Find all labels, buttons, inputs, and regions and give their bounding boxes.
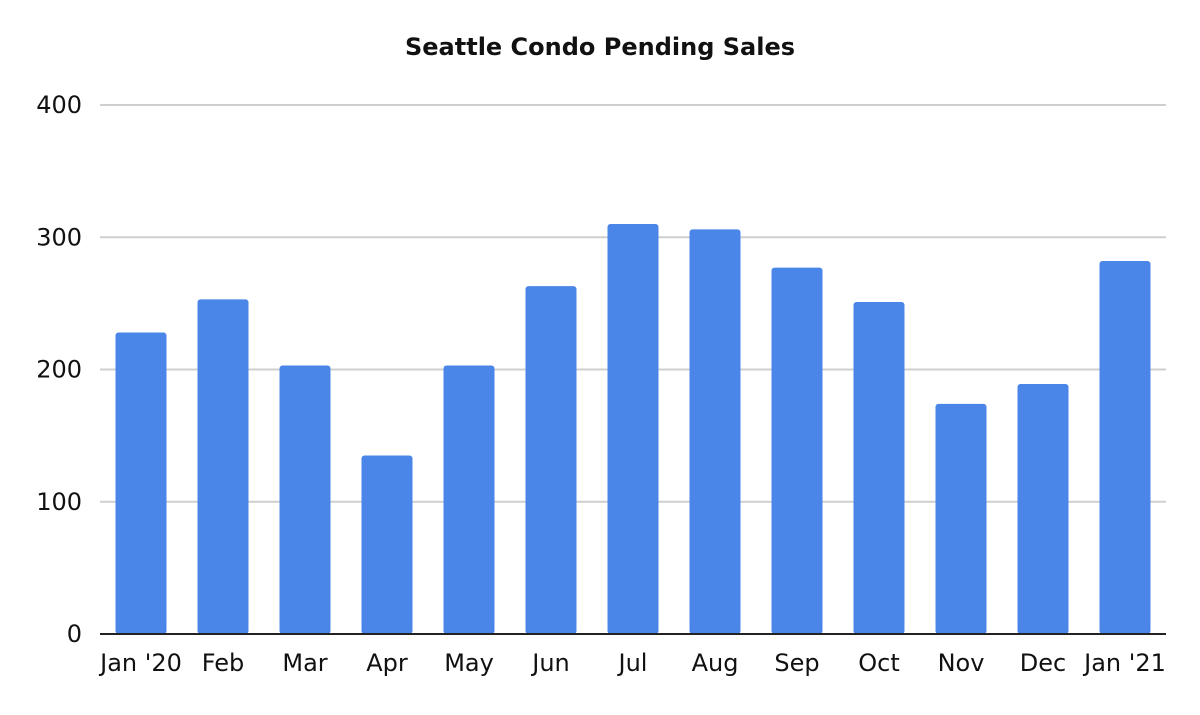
bar <box>443 365 495 634</box>
y-tick-label: 0 <box>67 620 82 648</box>
x-tick-label: Jul <box>617 649 648 677</box>
bars <box>115 224 1151 634</box>
bar <box>935 403 987 634</box>
chart-title: Seattle Condo Pending Sales <box>404 33 796 61</box>
x-axis-ticks: Jan '20 Feb Mar Apr May Jun Jul Aug Sep Oct Nov Dec… <box>98 649 1166 677</box>
bar <box>279 365 331 634</box>
x-tick-label: Nov <box>938 649 985 677</box>
y-tick-label: 100 <box>36 488 82 516</box>
bar <box>525 286 577 634</box>
x-tick-label: Feb <box>202 649 245 677</box>
x-tick-label: May <box>444 649 494 677</box>
x-tick-label: Sep <box>774 649 819 677</box>
bar <box>771 267 823 634</box>
x-tick-label: Oct <box>858 649 900 677</box>
bar <box>1099 261 1151 634</box>
y-tick-label: 300 <box>36 223 82 251</box>
x-tick-label: Jan '21 <box>1082 649 1166 677</box>
bar <box>689 229 741 634</box>
y-axis-ticks: 0 100 200 300 400 <box>36 91 82 648</box>
bar <box>1017 384 1069 634</box>
x-tick-label: Jan '20 <box>98 649 182 677</box>
bar <box>197 299 249 634</box>
x-tick-label: Apr <box>366 649 408 677</box>
x-tick-label: Aug <box>692 649 739 677</box>
bar <box>361 455 413 634</box>
bar <box>853 302 905 634</box>
bar <box>115 332 167 634</box>
x-tick-label: Dec <box>1020 649 1066 677</box>
x-tick-label: Mar <box>282 649 327 677</box>
bar <box>607 224 659 634</box>
y-tick-label: 400 <box>36 91 82 119</box>
x-tick-label: Jun <box>530 649 570 677</box>
y-tick-label: 200 <box>36 356 82 384</box>
